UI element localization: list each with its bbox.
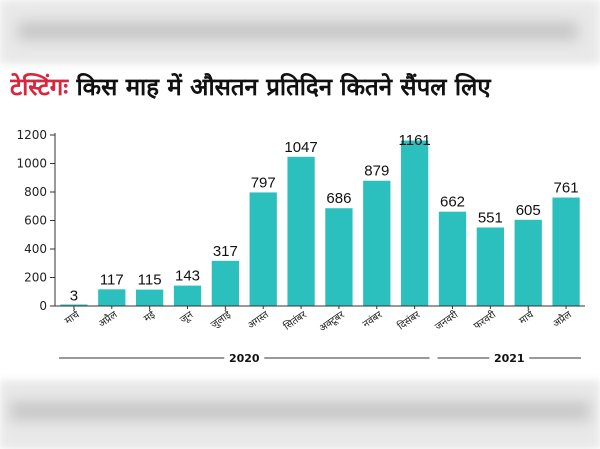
data-label: 3 bbox=[70, 288, 78, 305]
x-axis: मार्च अप्रैल मई जून जुलाई अगस्त सितंबर अक्टूबर न… bbox=[55, 305, 585, 365]
bar bbox=[438, 211, 467, 306]
x-tick-label: जनवरी bbox=[433, 308, 461, 333]
x-tick-label: नवंबर bbox=[360, 308, 385, 330]
x-tick-label: मार्च bbox=[63, 308, 83, 327]
blurred-text-strip bbox=[10, 402, 590, 420]
data-label: 761 bbox=[554, 180, 579, 197]
data-label: 662 bbox=[440, 194, 465, 211]
x-tick-label: फरवरी bbox=[471, 308, 498, 332]
bar bbox=[552, 197, 580, 306]
bar bbox=[211, 260, 239, 306]
data-label: 143 bbox=[175, 268, 200, 285]
x-tick-label: दिसंबर bbox=[395, 308, 423, 332]
bar bbox=[98, 289, 126, 306]
data-label: 551 bbox=[478, 209, 503, 226]
title-lead: टेस्टिंगः bbox=[10, 73, 69, 101]
x-tick-label: जून bbox=[178, 309, 195, 326]
bar bbox=[287, 156, 315, 306]
data-label: 605 bbox=[516, 202, 541, 219]
x-tick-label: अक्टूबर bbox=[317, 309, 347, 335]
y-tick-label: 1000 bbox=[16, 157, 47, 171]
y-tick-label: 0 bbox=[39, 299, 47, 313]
bar bbox=[476, 227, 504, 306]
bar bbox=[60, 304, 88, 306]
x-tick-label: मार्च bbox=[517, 308, 537, 327]
year-group-label: 2020 bbox=[229, 352, 260, 365]
title-rest: किस माह में औसतन प्रतिदिन कितने सैंपल लि… bbox=[68, 73, 491, 101]
chart-title: टेस्टिंगः किस माह में औसतन प्रतिदिन कितन… bbox=[10, 70, 595, 103]
bar bbox=[363, 180, 391, 306]
blurred-header-band bbox=[0, 0, 600, 64]
bars-group: 3 117 115 143 317 797 1047 686 879 1161 662 551 605 7… bbox=[60, 132, 580, 306]
x-tick-label: सितंबर bbox=[282, 308, 310, 333]
bar bbox=[325, 208, 353, 306]
x-tick-label: मई bbox=[142, 308, 159, 325]
y-tick-label: 1200 bbox=[16, 128, 47, 142]
data-label: 879 bbox=[364, 163, 389, 180]
data-label: 317 bbox=[213, 243, 238, 260]
bar bbox=[136, 289, 164, 306]
data-label: 115 bbox=[138, 272, 162, 289]
data-label: 117 bbox=[100, 271, 124, 288]
bar bbox=[514, 219, 542, 306]
x-tick-label: अगस्त bbox=[246, 309, 271, 331]
bar bbox=[249, 192, 277, 306]
data-label: 1161 bbox=[399, 132, 431, 149]
data-label: 1047 bbox=[284, 139, 317, 156]
y-tick-label: 600 bbox=[24, 214, 47, 228]
data-label: 797 bbox=[251, 174, 276, 191]
bar bbox=[401, 140, 429, 306]
bar-chart: 0 200 400 600 800 1000 1200 3 117 115 143 317 797 10… bbox=[16, 128, 585, 365]
data-label: 686 bbox=[326, 190, 351, 207]
bar bbox=[173, 285, 202, 306]
y-tick-label: 200 bbox=[24, 271, 47, 285]
y-tick-label: 400 bbox=[24, 242, 47, 256]
x-tick-label: अप्रैल bbox=[96, 309, 120, 330]
blurred-footer-band bbox=[0, 380, 600, 449]
year-group-label: 2021 bbox=[494, 352, 525, 365]
y-axis: 0 200 400 600 800 1000 1200 bbox=[16, 128, 56, 313]
y-tick-label: 800 bbox=[24, 185, 47, 199]
x-tick-label: जुलाई bbox=[208, 308, 234, 331]
blurred-text-strip bbox=[18, 22, 578, 40]
x-tick-label: अप्रैल bbox=[550, 309, 574, 330]
